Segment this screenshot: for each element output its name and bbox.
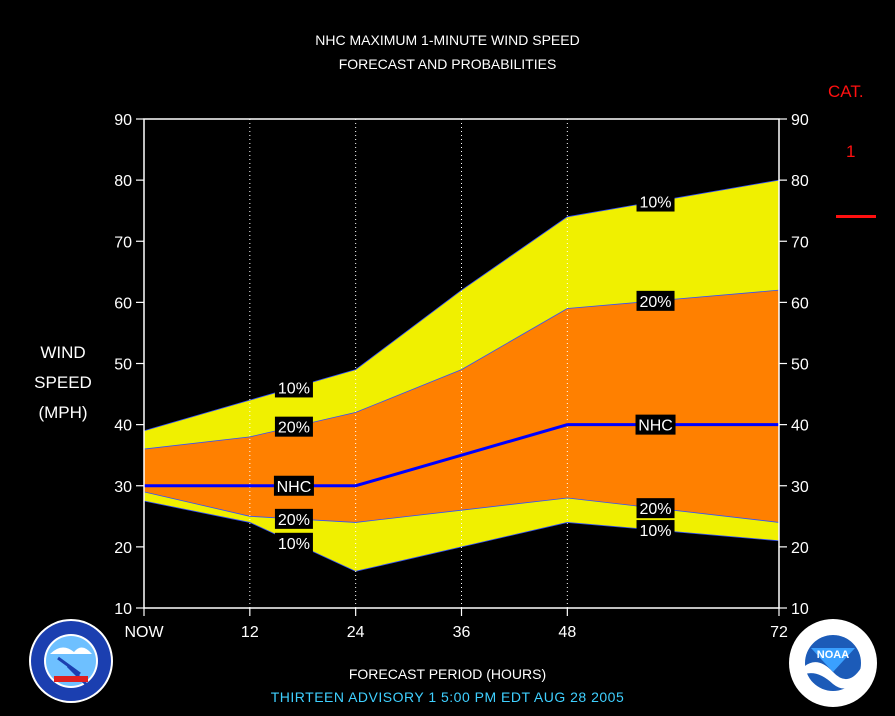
- y-tick-label-left: 60: [114, 295, 132, 312]
- series-label: NHC: [277, 479, 312, 496]
- x-tick-label: NOW: [124, 624, 164, 641]
- series-label: 20%: [278, 420, 310, 437]
- category-title: CAT.: [828, 82, 864, 101]
- series-label: NHC: [638, 418, 673, 435]
- chart-title-line2: FORECAST AND PROBABILITIES: [338, 56, 557, 72]
- y-tick-label-left: 80: [114, 173, 132, 190]
- y-tick-label-right: 30: [791, 479, 809, 496]
- x-tick-label: 36: [453, 624, 471, 641]
- y-tick-label-left: 30: [114, 479, 132, 496]
- y-tick-label-left: 50: [114, 357, 132, 374]
- category-value: 1: [846, 142, 856, 161]
- advisory-info: THIRTEEN ADVISORY 1 5:00 PM EDT AUG 28 2…: [270, 689, 625, 705]
- y-tick-label-right: 10: [791, 601, 809, 618]
- category-threshold-marker: [836, 215, 876, 218]
- series-edge-line: [143, 491, 780, 523]
- y-tick-label-right: 40: [791, 418, 809, 435]
- series-label-box: [636, 191, 675, 212]
- series-label: 20%: [640, 501, 672, 518]
- series-label-box: [273, 475, 314, 496]
- y-tick-label-right: 50: [791, 357, 809, 374]
- series-label: 20%: [640, 294, 672, 311]
- band-20-percent: [144, 290, 779, 523]
- x-tick-label: 12: [241, 624, 259, 641]
- y-tick-label-left: 40: [114, 418, 132, 435]
- series-label-box: [636, 498, 675, 519]
- y-tick-label-right: 70: [791, 234, 809, 251]
- series-label-box: [274, 532, 313, 553]
- series-label-box: [274, 508, 313, 529]
- series-label: 10%: [278, 380, 310, 397]
- y-tick-label-left: 20: [114, 540, 132, 557]
- y-tick-label-right: 20: [791, 540, 809, 557]
- series-edge-line: [143, 500, 780, 572]
- x-tick-label: 72: [770, 624, 788, 641]
- series-label-box: [635, 414, 676, 435]
- y-tick-label-right: 80: [791, 173, 809, 190]
- y-tick-label-left: 90: [114, 112, 132, 129]
- chart-title-line1: NHC MAXIMUM 1-MINUTE WIND SPEED: [315, 32, 580, 48]
- series-label-box: [274, 377, 313, 398]
- noaa-logo: NOAA: [789, 619, 877, 707]
- y-tick-label-right: 60: [791, 295, 809, 312]
- y-tick-label-left: 70: [114, 234, 132, 251]
- series-label-box: [274, 416, 313, 437]
- series-label-box: [636, 520, 675, 541]
- series-edge-line: [143, 289, 780, 450]
- series-label: 10%: [640, 195, 672, 212]
- nhc-forecast-line: [144, 423, 779, 488]
- series-label: 20%: [278, 512, 310, 529]
- x-axis-label: FORECAST PERIOD (HOURS): [348, 666, 547, 682]
- series-label: 10%: [278, 536, 310, 553]
- y-tick-label-right: 90: [791, 112, 809, 129]
- series-edge-line: [143, 179, 780, 432]
- x-tick-label: 48: [558, 624, 576, 641]
- y-tick-label-left: 10: [114, 601, 132, 618]
- nws-logo: [29, 619, 113, 703]
- x-tick-label: 24: [347, 624, 365, 641]
- y-axis-label: WIND SPEED (MPH): [34, 343, 92, 422]
- noaa-logo-text: NOAA: [817, 649, 849, 661]
- series-label-box: [636, 290, 675, 311]
- series-label: 10%: [640, 523, 672, 540]
